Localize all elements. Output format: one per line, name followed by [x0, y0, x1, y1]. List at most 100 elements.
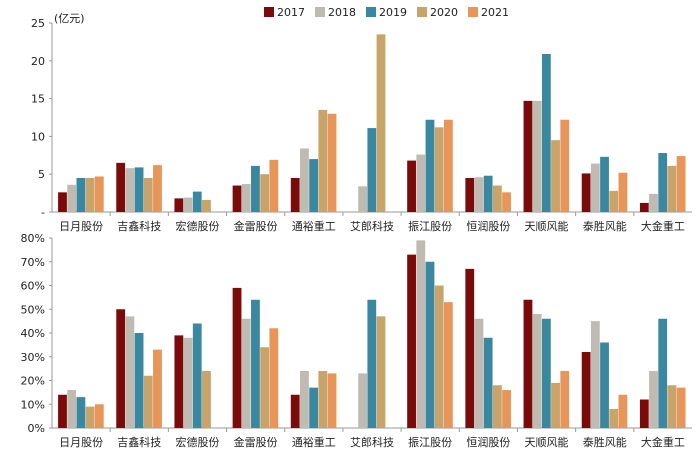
revenue-bar-2019-艾郎科技 [367, 128, 377, 212]
revenue-bar-chart: (亿元) 25 20 15 10 5 - 日月股份 吉鑫科技 宏德股份 金雷股份 通裕重工 艾郎科技振… [31, 12, 692, 233]
revenue-category-label: 振江股份 [408, 219, 452, 233]
revenue-bar-2017-恒润股份 [465, 177, 475, 212]
revenue-bar-2017-泰胜风能 [581, 173, 591, 212]
revenue-bar-2017-通裕重工 [290, 177, 300, 212]
revenue-bar-2018-大金重工 [649, 193, 658, 212]
revenue-bar-2020-艾郎科技 [376, 34, 386, 213]
revenue-bar-2020-恒润股份 [492, 185, 502, 212]
revenue-bar-2019-大金重工 [658, 153, 668, 212]
percent-bar-2018-振江股份 [416, 240, 426, 429]
revenue-bar-2017-天顺风能 [523, 100, 533, 212]
percent-bar-2019-振江股份 [425, 261, 435, 428]
revenue-y-tick-label: 5 [38, 168, 45, 181]
percent-bar-2021-金雷股份 [269, 328, 279, 428]
percent-y-tick-label: 40% [21, 327, 45, 340]
percent-bar-2017-泰胜风能 [581, 352, 591, 428]
percent-bar-2018-大金重工 [649, 371, 658, 428]
percent-bar-2019-金雷股份 [251, 299, 260, 428]
revenue-bar-2018-通裕重工 [300, 148, 309, 212]
percent-bar-2019-恒润股份 [483, 337, 493, 428]
percent-bar-2021-通裕重工 [327, 373, 337, 429]
revenue-bar-2017-金雷股份 [232, 185, 242, 212]
revenue-category-label: 日月股份 [59, 220, 103, 233]
revenue-category-label: 艾郎科技 [350, 219, 394, 233]
percent-bar-2017-吉鑫科技 [116, 309, 126, 428]
percent-y-tick-label: 80% [21, 232, 45, 245]
revenue-y-tick-label: 15 [31, 93, 45, 106]
percent-bar-2021-大金重工 [676, 387, 686, 429]
percent-bar-2020-吉鑫科技 [143, 375, 153, 428]
legend-swatch-2020 [417, 7, 427, 17]
percent-y-tick-label: 20% [21, 375, 45, 388]
percent-category-label: 通裕重工 [292, 435, 336, 449]
percent-bar-2019-宏德股份 [192, 323, 202, 428]
revenue-bar-2020-金雷股份 [260, 174, 270, 212]
percent-category-label: 天顺风能 [525, 435, 569, 449]
revenue-y-tick-label: - [41, 206, 45, 219]
revenue-bar-2021-通裕重工 [327, 113, 337, 212]
percent-bar-2018-恒润股份 [474, 318, 484, 428]
revenue-bar-2020-吉鑫科技 [143, 177, 153, 212]
revenue-category-label: 金雷股份 [234, 219, 278, 233]
revenue-bar-2020-宏德股份 [202, 199, 211, 212]
percent-category-label: 日月股份 [59, 436, 103, 449]
revenue-bar-2019-吉鑫科技 [134, 167, 144, 212]
revenue-bar-2018-吉鑫科技 [125, 168, 135, 212]
percent-bar-2017-宏德股份 [174, 335, 184, 429]
revenue-bar-2018-艾郎科技 [358, 186, 367, 212]
revenue-bar-2020-天顺风能 [551, 140, 560, 212]
revenue-bar-2019-金雷股份 [251, 165, 260, 212]
revenue-category-label: 恒润股份 [466, 219, 510, 233]
percent-bar-2017-通裕重工 [290, 394, 300, 428]
percent-category-label: 恒润股份 [466, 435, 510, 449]
percent-bar-2018-艾郎科技 [358, 373, 367, 429]
percent-bar-2021-吉鑫科技 [153, 349, 162, 429]
percent-category-label: 艾郎科技 [350, 435, 394, 449]
legend: 2017 2018 2019 2020 2021 [264, 6, 509, 19]
percent-y-tick-label: 0% [28, 422, 45, 435]
percent-bar-2020-艾郎科技 [376, 316, 386, 429]
revenue-category-label: 宏德股份 [175, 219, 219, 233]
percent-category-label: 泰胜风能 [583, 435, 627, 449]
percent-bar-2017-恒润股份 [465, 268, 475, 429]
percent-bar-2017-金雷股份 [232, 287, 242, 429]
percent-bar-2017-大金重工 [639, 399, 649, 428]
revenue-bar-2019-宏德股份 [192, 191, 202, 212]
revenue-bar-2018-振江股份 [416, 154, 426, 212]
percent-bar-2018-通裕重工 [300, 371, 309, 428]
revenue-bar-2021-恒润股份 [502, 192, 511, 212]
percent-bar-2019-天顺风能 [541, 318, 551, 428]
revenue-bar-2017-大金重工 [639, 202, 649, 212]
revenue-y-tick-label: 10 [31, 130, 45, 143]
revenue-bar-2017-吉鑫科技 [116, 162, 126, 212]
percent-bar-2021-振江股份 [443, 302, 453, 429]
percent-bar-2019-吉鑫科技 [134, 333, 144, 428]
legend-label-2017: 2017 [277, 6, 305, 19]
legend-swatch-2017 [264, 7, 274, 17]
percent-bar-2017-日月股份 [58, 394, 67, 428]
revenue-bar-2018-天顺风能 [532, 100, 542, 212]
percent-category-label: 宏德股份 [175, 435, 219, 449]
revenue-bar-2020-泰胜风能 [609, 190, 619, 212]
revenue-bar-2019-天顺风能 [541, 54, 551, 212]
percent-bar-2020-大金重工 [667, 385, 677, 428]
revenue-bar-2017-振江股份 [407, 160, 416, 212]
percent-bar-2020-日月股份 [85, 406, 95, 429]
revenue-bar-2019-泰胜风能 [600, 156, 609, 212]
percent-bar-2017-天顺风能 [523, 299, 533, 428]
revenue-bar-2020-振江股份 [434, 127, 444, 212]
percent-bar-2018-宏德股份 [183, 337, 193, 428]
percent-category-label: 吉鑫科技 [117, 435, 161, 449]
revenue-bar-2018-宏德股份 [183, 197, 193, 212]
legend-label-2020: 2020 [430, 6, 458, 19]
percent-bar-2020-宏德股份 [202, 371, 211, 428]
revenue-bar-2018-金雷股份 [241, 184, 251, 212]
revenue-bar-2021-天顺风能 [560, 119, 570, 212]
percent-bar-2018-日月股份 [67, 390, 77, 428]
revenue-bar-2020-日月股份 [85, 177, 95, 212]
revenue-bar-2021-泰胜风能 [618, 172, 628, 212]
legend-swatch-2019 [366, 7, 376, 17]
legend-label-2018: 2018 [328, 6, 356, 19]
percent-y-tick-label: 30% [21, 351, 45, 364]
